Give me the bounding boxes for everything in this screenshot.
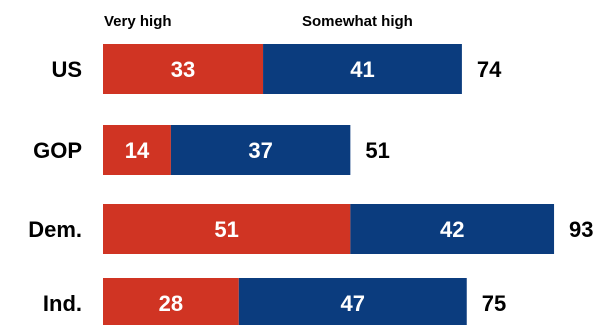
- bar-gop-somewhat-high: [170, 125, 351, 175]
- value-label-ind-somewhat-high: 47: [341, 291, 365, 316]
- value-label-dem-very-high: 51: [214, 217, 238, 242]
- category-label-us: US: [51, 57, 82, 82]
- legend-very-high: Very high: [104, 13, 172, 30]
- legend: Very high Somewhat high: [104, 13, 413, 30]
- total-label-dem: 93: [569, 217, 593, 242]
- value-label-dem-somewhat-high: 42: [440, 217, 464, 242]
- bar-dem-very-high: [103, 204, 351, 254]
- total-label-gop: 51: [365, 138, 389, 163]
- category-label-dem: Dem.: [28, 217, 82, 242]
- bar-ind-very-high: [103, 278, 239, 325]
- value-label-us-very-high: 33: [171, 57, 195, 82]
- bar-ind-somewhat-high: [238, 278, 467, 325]
- bars-group: US 33 41 74 GOP 14 37 51 Dem. 51 42 93 Ind. 28 47 75: [28, 44, 594, 325]
- value-label-gop-somewhat-high: 37: [248, 138, 272, 163]
- category-label-gop: GOP: [33, 138, 82, 163]
- value-label-ind-very-high: 28: [159, 291, 183, 316]
- value-label-us-somewhat-high: 41: [350, 57, 374, 82]
- legend-somewhat-high: Somewhat high: [302, 13, 413, 30]
- total-label-ind: 75: [482, 291, 506, 316]
- category-label-ind: Ind.: [43, 291, 82, 316]
- total-label-us: 74: [477, 57, 502, 82]
- bar-us-very-high: [103, 44, 264, 94]
- value-label-gop-very-high: 14: [125, 138, 150, 163]
- bar-us-somewhat-high: [263, 44, 462, 94]
- bar-gop-very-high: [103, 125, 171, 175]
- bar-dem-somewhat-high: [350, 204, 555, 254]
